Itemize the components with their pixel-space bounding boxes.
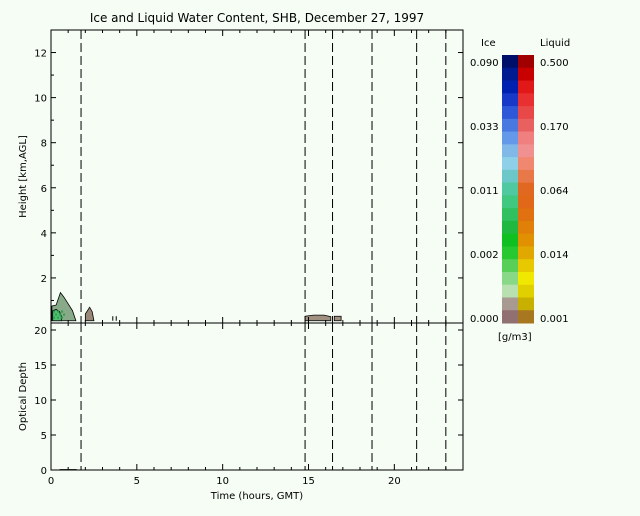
height-panel-frame — [50, 29, 464, 324]
colorbar-liquid-cell — [518, 93, 534, 107]
colorbar-liquid-cell — [518, 55, 534, 69]
colorbar-ice-cell — [502, 220, 518, 235]
liquid-pixel — [53, 316, 56, 319]
colorbar-liquid-cell — [518, 284, 534, 298]
height-axis-label: Height [km,AGL] — [18, 135, 29, 218]
liquid-pixel — [55, 313, 58, 316]
y-tick-label: 4 — [41, 229, 47, 240]
colorbar-ice-cell — [502, 157, 518, 171]
colorbar-liquid-label: 0.500 — [540, 58, 569, 69]
colorbar-liquid-cell — [518, 259, 534, 273]
liquid-pixel — [57, 316, 60, 319]
colorbar-ice-cell — [502, 310, 518, 324]
colorbar-liquid-cell — [518, 246, 534, 260]
colorbar-ice-cell — [502, 208, 518, 222]
colorbar-ice-cell — [502, 80, 518, 94]
colorbar-ice-header: Ice — [481, 38, 496, 49]
colorbar-ice-cell — [502, 93, 518, 107]
colorbar-legend: Ice Liquid [g/m3] 0.090 0.033 0.011 0.002 0.… — [470, 38, 570, 343]
optical-depth-panel: 0 5 10 15 20 0 5 10 15 20 — [34, 322, 464, 487]
colorbar-liquid-cell — [518, 310, 534, 324]
height-panel: 2 4 6 8 10 12 — [34, 29, 464, 324]
liquid-pixel — [61, 310, 64, 313]
colorbar-ice-label: 0.011 — [470, 186, 499, 197]
colorbar-ice-cell — [502, 246, 518, 260]
liquid-pixel — [57, 310, 60, 313]
optical-depth-frame — [50, 322, 464, 471]
colorbar-liquid-label: 0.001 — [540, 314, 569, 325]
colorbar-ice-cell — [502, 271, 518, 286]
y-tick-label: 12 — [34, 49, 47, 60]
colorbar-liquid-cell — [518, 297, 534, 311]
y-tick-label: 15 — [34, 361, 47, 372]
colorbar-ice-cell — [502, 131, 518, 145]
x-tick-label: 20 — [388, 476, 401, 487]
colorbar-liquid-cell — [518, 208, 534, 222]
colorbar-liquid-cell — [518, 195, 534, 209]
colorbar-liquid-cell — [518, 80, 534, 94]
colorbar-liquid-label: 0.064 — [540, 186, 569, 197]
colorbar-liquid-label: 0.014 — [540, 250, 569, 261]
colorbar-ice-cell — [502, 259, 518, 273]
y-tick-label: 20 — [34, 326, 47, 337]
colorbar-liquid-cell — [518, 169, 534, 184]
y-tick-label: 6 — [41, 184, 47, 195]
x-tick-label: 5 — [134, 476, 140, 487]
colorbar-liquid-cell — [518, 131, 534, 145]
y-tick-label: 8 — [41, 139, 47, 150]
colorbar-liquid-cell — [518, 157, 534, 171]
colorbar-ice-label: 0.033 — [470, 122, 499, 133]
colorbar-liquid-cell — [518, 106, 534, 120]
colorbar-ice-cell — [502, 106, 518, 120]
x-tick-label: 10 — [216, 476, 229, 487]
y-tick-label: 2 — [41, 274, 47, 285]
liquid-pixel — [53, 310, 56, 313]
time-axis-label: Time (hours, GMT) — [210, 491, 304, 502]
colorbar-ice-cell — [502, 182, 518, 196]
colorbar-ice-cell — [502, 67, 518, 82]
y-tick-label: 5 — [41, 431, 47, 442]
liquid-pixel — [61, 316, 64, 319]
colorbar-liquid-cell — [518, 118, 534, 133]
colorbar-ice-cell — [502, 297, 518, 311]
colorbar-liquid-cell — [518, 220, 534, 235]
colorbar-ice-cell — [502, 144, 518, 158]
colorbar-ice-cell — [502, 284, 518, 298]
colorbar-liquid-cell — [518, 233, 534, 247]
colorbar-ice-cell — [502, 169, 518, 184]
colorbar-ice-cell — [502, 233, 518, 247]
colorbar-liquid-header: Liquid — [540, 38, 570, 49]
colorbar-ice-cell — [502, 195, 518, 209]
colorbar-liquid-cell — [518, 144, 534, 158]
liquid-pixel — [59, 313, 62, 316]
y-tick-label: 10 — [34, 94, 47, 105]
cloud-patch-b — [84, 306, 95, 322]
liquid-pixel — [63, 313, 66, 316]
colorbar-units: [g/m3] — [498, 332, 532, 343]
colorbar-ice-label: 0.002 — [470, 250, 499, 261]
x-tick-label: 0 — [48, 476, 54, 487]
colorbar-liquid-cell — [518, 182, 534, 196]
colorbar-liquid-cell — [518, 67, 534, 82]
colorbar-ice-label: 0.090 — [470, 58, 499, 69]
colorbar-liquid-label: 0.170 — [540, 122, 569, 133]
chart-title: Ice and Liquid Water Content, SHB, Decem… — [90, 11, 424, 25]
x-tick-label: 15 — [302, 476, 315, 487]
y-tick-label: 0 — [41, 466, 47, 477]
cloud-patch-d — [333, 315, 342, 322]
colorbar-liquid-cell — [518, 271, 534, 286]
colorbar-ice-label: 0.000 — [470, 314, 499, 325]
y-tick-label: 10 — [34, 396, 47, 407]
colorbar-ice-cell — [502, 118, 518, 133]
colorbar-ice-cell — [502, 55, 518, 69]
optical-depth-axis-label: Optical Depth — [18, 362, 29, 431]
